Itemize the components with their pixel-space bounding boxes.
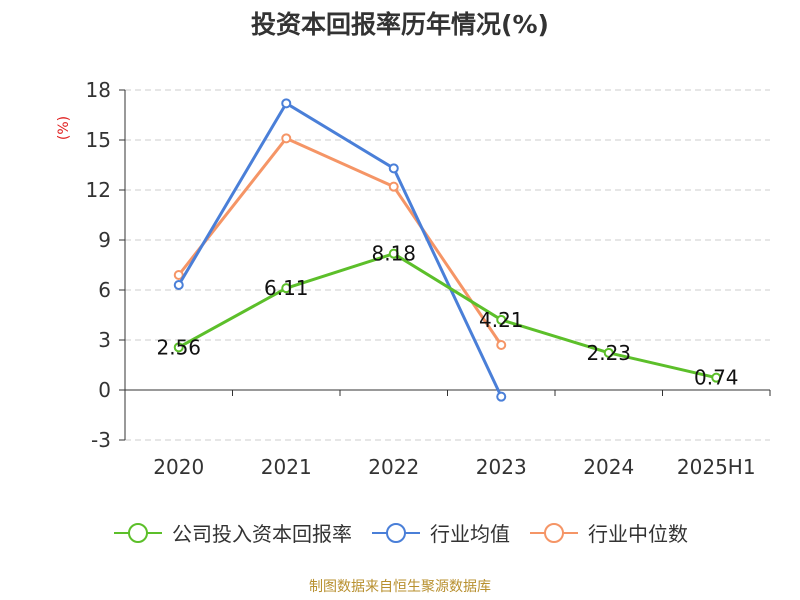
legend-line-icon <box>114 522 162 543</box>
series-line <box>177 136 503 346</box>
source-note: 制图数据来自恒生聚源数据库 <box>309 579 491 595</box>
data-point <box>173 270 184 280</box>
y-tick-label: 15 <box>86 128 111 152</box>
legend-label: 行业均值 <box>430 522 510 546</box>
y-tick-label: 18 <box>86 78 111 102</box>
data-point <box>603 347 614 358</box>
y-tick-label: 9 <box>98 228 111 252</box>
data-labels: 2.56 6.11 8.18 4.21 2.23 0.74 <box>156 242 738 390</box>
y-tick-label: 12 <box>86 178 111 202</box>
series-line <box>177 101 503 398</box>
legend-line-icon <box>372 522 420 543</box>
legend-item[interactable]: 行业均值 <box>370 518 510 547</box>
data-label: 2.56 <box>156 335 201 359</box>
data-point <box>711 372 722 383</box>
x-tick-label: 2024 <box>583 455 634 479</box>
legend-item[interactable]: 行业中位数 <box>528 518 688 547</box>
data-point <box>496 314 507 325</box>
data-label: 0.74 <box>694 366 739 390</box>
legend: 公司投入资本回报率 行业均值 行业中位数 <box>0 518 800 547</box>
data-point <box>388 163 399 174</box>
x-tick-label: 2023 <box>476 455 527 479</box>
data-point <box>173 280 184 290</box>
y-tick-label: 0 <box>98 378 111 402</box>
series-lines <box>173 98 722 402</box>
chart-title: 投资本回报率历年情况(%) <box>251 10 549 39</box>
x-tick-label: 2021 <box>261 455 312 479</box>
data-point <box>173 342 184 353</box>
y-tick-label: 3 <box>98 328 111 352</box>
data-point <box>281 133 292 144</box>
data-label: 6.11 <box>264 276 309 300</box>
legend-item[interactable]: 公司投入资本回报率 <box>112 518 352 547</box>
x-tick-label: 2025H1 <box>677 455 756 479</box>
data-label: 8.18 <box>371 242 416 266</box>
y-tick-label: -3 <box>91 428 111 452</box>
data-label: 4.21 <box>479 308 524 332</box>
legend-label: 公司投入资本回报率 <box>172 522 352 546</box>
y-tick-label: 6 <box>98 278 111 302</box>
data-point <box>388 248 399 259</box>
series-line <box>178 252 717 380</box>
grid-lines <box>125 89 770 441</box>
data-point <box>281 283 292 294</box>
x-tick-label: 2020 <box>153 455 204 479</box>
x-tick-label: 2022 <box>368 455 419 479</box>
data-point <box>388 181 399 192</box>
data-label: 2.23 <box>586 341 631 365</box>
data-point <box>281 98 292 109</box>
legend-line-icon <box>530 522 578 543</box>
y-axis-label: (%) <box>56 116 72 140</box>
data-point <box>496 340 507 350</box>
data-point <box>496 391 507 402</box>
axes: -3 0 3 6 9 12 15 18 2020 2021 2022 2023 2024 2025H1 (%… <box>56 78 771 479</box>
legend-label: 行业中位数 <box>588 522 688 546</box>
